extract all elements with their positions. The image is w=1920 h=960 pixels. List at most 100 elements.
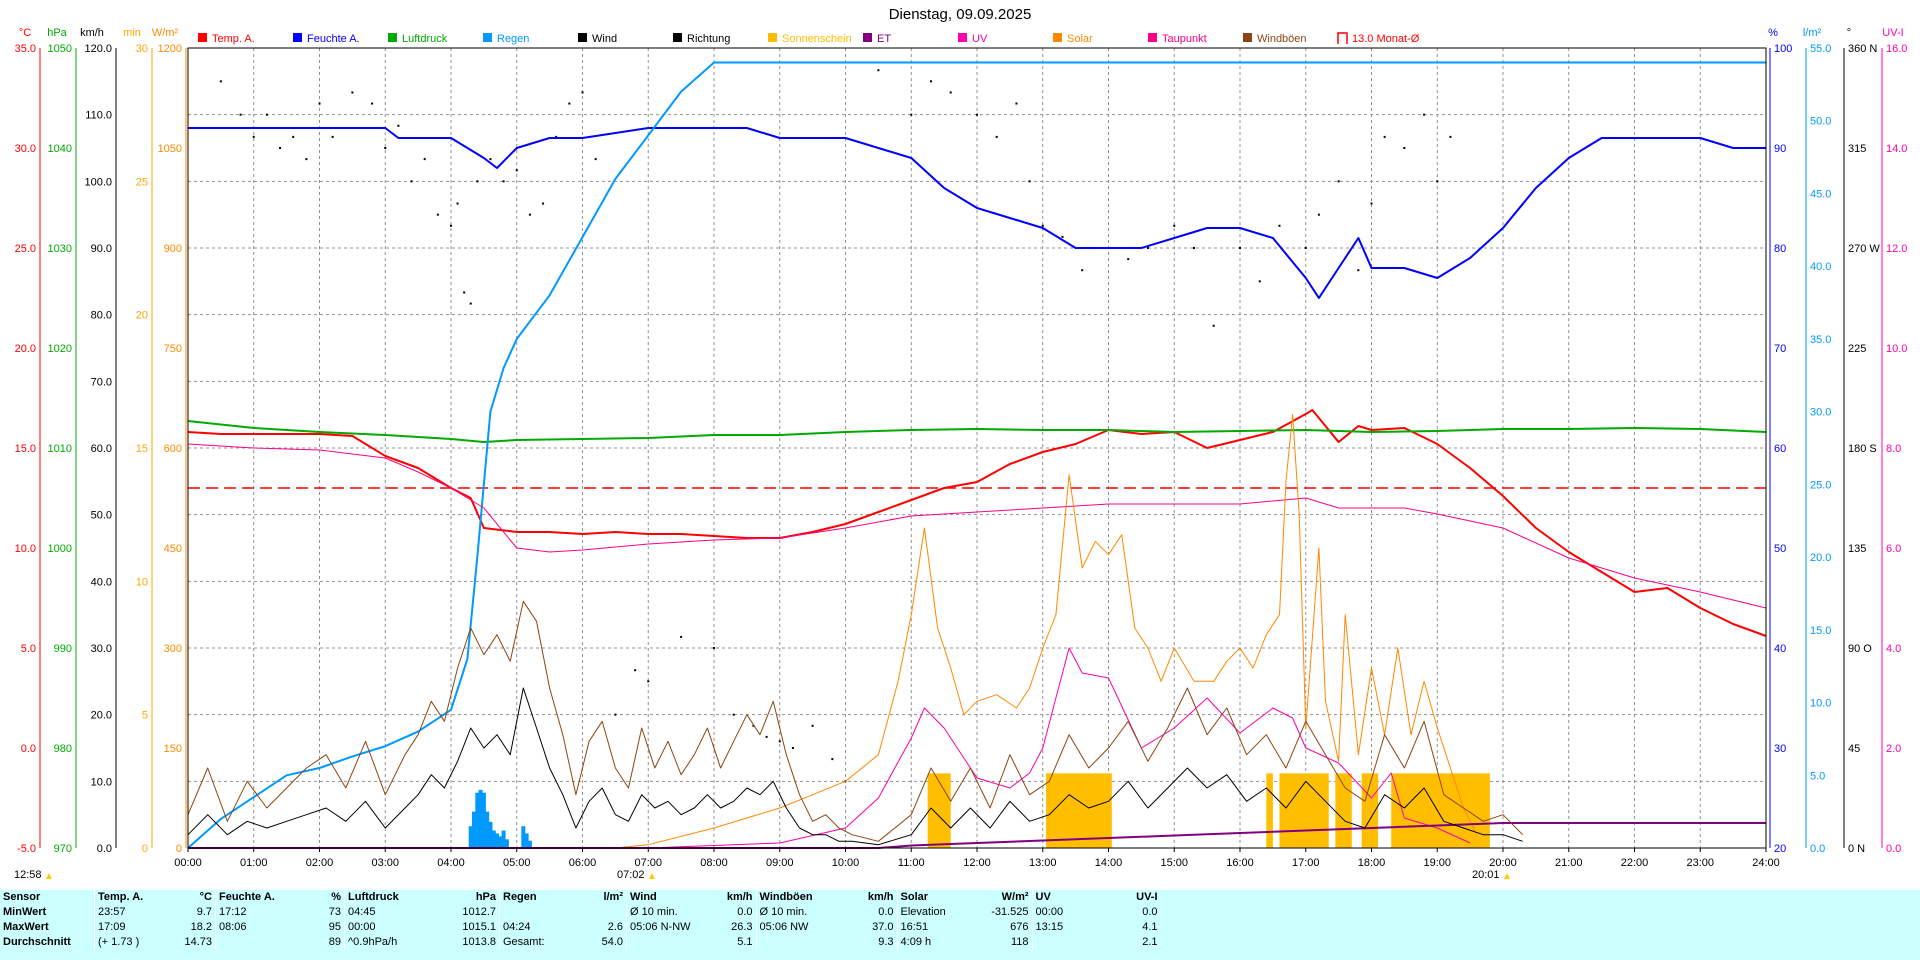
- x-tick-label: 04:00: [437, 857, 465, 869]
- x-tick-label: 01:00: [240, 857, 268, 869]
- stats-header-cell: UV: [1031, 890, 1099, 905]
- stats-header-cell: Temp. A.: [94, 890, 167, 905]
- rain-bar: [504, 839, 509, 848]
- x-tick-label: 06:00: [569, 857, 597, 869]
- x-tick-label: 14:00: [1095, 857, 1123, 869]
- stats-cell: 1013.8: [462, 936, 496, 948]
- stats-cell: -31.525: [991, 906, 1029, 918]
- direction-point: [1081, 269, 1084, 272]
- axis-tick-wind: 30.0: [91, 643, 112, 655]
- stats-cell: 5.1: [737, 936, 753, 948]
- direction-point: [239, 113, 242, 116]
- stats-cell: (+ 1.73 ): [94, 935, 167, 950]
- axis-tick-humidity: 90: [1774, 143, 1786, 155]
- axis-tick-wind: 100.0: [84, 176, 112, 188]
- direction-point: [713, 647, 715, 649]
- axis-tick-sun: 20: [136, 310, 148, 322]
- series-line-solar: [615, 414, 1478, 849]
- axis-tick-direction: 0 N: [1848, 843, 1865, 855]
- direction-point: [910, 113, 913, 116]
- axis-tick-sun: 5: [142, 710, 148, 722]
- axis-tick-wind: 70.0: [91, 376, 112, 388]
- rain-bar: [491, 830, 496, 848]
- direction-point: [436, 213, 439, 216]
- axis-tick-uv: 4.0: [1886, 643, 1901, 655]
- rain-bar: [478, 789, 483, 848]
- direction-point: [778, 740, 781, 743]
- axis-unit-humidity: %: [1768, 27, 1778, 39]
- series-line-luftdruck: [187, 420, 1767, 443]
- direction-point: [1370, 202, 1373, 205]
- x-tick-label: 08:00: [700, 857, 728, 869]
- axis-tick-humidity: 80: [1774, 243, 1786, 255]
- axis-tick-rain: 45.0: [1810, 188, 1831, 200]
- direction-point: [476, 180, 479, 183]
- current-time-marker-icon: ▲: [44, 871, 54, 882]
- direction-point: [647, 680, 650, 683]
- axis-tick-wind: 90.0: [91, 243, 112, 255]
- sunshine-bar: [927, 773, 951, 848]
- series-line-feuchte-a: [188, 127, 1766, 299]
- stats-cell: 73: [328, 906, 341, 918]
- direction-point: [811, 724, 814, 727]
- axis-tick-solar: 300: [164, 643, 182, 655]
- x-tick-label: 05:00: [503, 857, 531, 869]
- axis-tick-sun: 30: [136, 43, 148, 55]
- plot-frame: [187, 47, 1767, 849]
- axis-tick-direction: 360 N: [1848, 43, 1877, 55]
- direction-point: [450, 224, 452, 227]
- stats-cell: [625, 935, 694, 950]
- chart-title: Dienstag, 09.09.2025: [889, 6, 1032, 23]
- direction-point: [279, 147, 282, 149]
- axis-tick-rain: 25.0: [1810, 479, 1831, 491]
- stats-cell: 37.0: [872, 921, 894, 933]
- axis-tick-temp: 30.0: [15, 143, 36, 155]
- axis-tick-temp: -5.0: [17, 843, 36, 855]
- stats-cell: 54.0: [601, 936, 623, 948]
- axis-tick-rain: 10.0: [1810, 698, 1831, 710]
- axis-tick-direction: 45: [1848, 743, 1860, 755]
- direction-point: [1212, 324, 1215, 327]
- direction-point: [542, 202, 545, 205]
- axis-tick-wind: 40.0: [91, 576, 112, 588]
- stats-cell: 14.73: [184, 936, 212, 948]
- stats-header-cell: Wind: [625, 890, 694, 905]
- x-tick-label: 15:00: [1160, 857, 1188, 869]
- statistics-table: Sensor Temp. A. °C Feuchte A.% Luftdruck hPa R…: [0, 890, 1161, 950]
- direction-point: [1041, 224, 1044, 227]
- axis-tick-uv: 6.0: [1886, 543, 1901, 555]
- direction-point: [995, 135, 998, 138]
- axis-tick-temp: 5.0: [21, 643, 36, 655]
- rain-bar: [527, 840, 532, 848]
- stats-header-row: Sensor Temp. A. °C Feuchte A.% Luftdruck hPa R…: [0, 890, 1161, 905]
- stats-cell: 0.0: [878, 906, 894, 918]
- direction-point: [1436, 180, 1439, 183]
- direction-point: [791, 747, 794, 749]
- axis-tick-uv: 8.0: [1886, 443, 1901, 455]
- direction-point: [594, 158, 597, 161]
- stats-cell: ^0.9hPa/h: [344, 935, 427, 950]
- direction-point: [1192, 247, 1195, 249]
- stats-cell: 13:15: [1031, 920, 1099, 935]
- stats-cell: 00:00: [344, 920, 427, 935]
- legend-label: ET: [877, 33, 891, 45]
- stats-cell: [1031, 935, 1099, 950]
- stats-header-cell: Solar: [896, 890, 964, 905]
- stats-cell: 05:06 NW: [755, 920, 835, 935]
- axis-unit-solar: W/m²: [152, 27, 179, 39]
- stats-header-cell: Windböen: [755, 890, 835, 905]
- axis-tick-humidity: 40: [1774, 643, 1786, 655]
- direction-point: [555, 135, 558, 138]
- rain-bar: [485, 811, 490, 848]
- x-tick-label: 22:00: [1621, 857, 1649, 869]
- legend-step-icon: [1337, 32, 1348, 44]
- stats-cell: 89: [328, 936, 341, 948]
- stats-header-cell: UV-I: [1136, 891, 1158, 903]
- stats-cell: 16:51: [896, 920, 964, 935]
- legend-swatch-icon: [1053, 33, 1062, 42]
- legend-swatch-icon: [768, 33, 777, 42]
- direction-point: [456, 202, 459, 205]
- stats-header-cell: Regen: [499, 890, 566, 905]
- axis-tick-pressure: 990: [54, 643, 72, 655]
- axis-tick-temp: 15.0: [15, 443, 36, 455]
